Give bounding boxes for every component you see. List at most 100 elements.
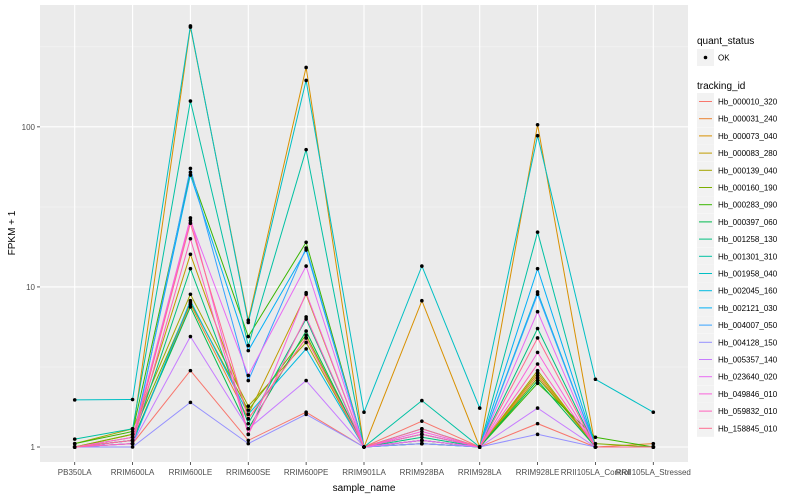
data-point-Hb_000283_090 bbox=[304, 240, 308, 245]
data-point-Hb_001258_130 bbox=[246, 421, 251, 426]
legend-label: Hb_059832_010 bbox=[718, 407, 778, 416]
legend-label: Hb_000010_320 bbox=[718, 98, 778, 107]
data-point-Hb_000160_190 bbox=[130, 432, 135, 437]
data-point-Hb_000139_040 bbox=[188, 292, 193, 297]
data-point-Hb_001958_040 bbox=[304, 78, 308, 83]
x-tick-label: RRIM600SE bbox=[226, 468, 270, 477]
legend-label: Hb_000073_040 bbox=[718, 132, 778, 141]
data-point-Hb_004128_150 bbox=[304, 412, 308, 417]
legend-label: Hb_158845_010 bbox=[718, 424, 778, 433]
data-point-Hb_000283_090 bbox=[593, 435, 598, 440]
data-point-Hb_002045_160 bbox=[246, 412, 251, 417]
data-point-Hb_000010_320 bbox=[246, 438, 251, 443]
data-point-Hb_023640_020 bbox=[304, 264, 308, 268]
y-tick-label: 10 bbox=[26, 283, 35, 292]
data-point-Hb_000160_190 bbox=[593, 441, 598, 446]
data-point-Hb_000010_320 bbox=[535, 421, 540, 426]
legend-label: Hb_004007_050 bbox=[718, 321, 778, 330]
x-tick-label: PB350LA bbox=[58, 468, 92, 477]
data-point-Hb_001958_040 bbox=[593, 377, 598, 382]
data-point-Hb_004007_050 bbox=[535, 292, 540, 297]
data-point-Hb_001958_040 bbox=[362, 410, 366, 414]
data-point-Hb_004128_150 bbox=[535, 432, 540, 437]
data-point-Hb_004128_150 bbox=[420, 441, 424, 446]
x-tick-label: RRIM600LE bbox=[169, 468, 213, 477]
data-point-Hb_049846_010 bbox=[130, 435, 135, 440]
data-point-Hb_158845_010 bbox=[130, 438, 135, 443]
data-point-Hb_000283_090 bbox=[246, 334, 251, 339]
legend-label: Hb_000139_040 bbox=[718, 166, 778, 175]
legend-title-quant-status: quant_status bbox=[697, 36, 754, 47]
data-point-Hb_049846_010 bbox=[188, 216, 193, 220]
legend-label: Hb_001958_040 bbox=[718, 270, 778, 279]
data-point-Hb_001958_040 bbox=[130, 397, 135, 402]
legend-label: Hb_000283_090 bbox=[718, 201, 778, 210]
data-point-Hb_000083_280 bbox=[188, 252, 193, 257]
data-point-Hb_001958_040 bbox=[72, 398, 77, 402]
x-tick-label: RRIM901LA bbox=[342, 468, 386, 477]
data-point-Hb_158845_010 bbox=[420, 426, 424, 431]
data-point-Hb_023640_020 bbox=[246, 373, 251, 378]
data-point-Hb_000073_040 bbox=[535, 122, 540, 127]
data-point-Hb_059832_010 bbox=[420, 432, 424, 437]
data-point-Hb_001958_040 bbox=[477, 406, 482, 410]
data-point-Hb_002045_160 bbox=[304, 347, 308, 351]
data-point-Hb_158845_010 bbox=[72, 445, 77, 449]
data-point-Hb_001301_310 bbox=[130, 426, 135, 431]
legend-label: Hb_002121_030 bbox=[718, 304, 778, 313]
x-tick-label: RRIM600PE bbox=[284, 468, 328, 477]
data-point-Hb_059832_010 bbox=[246, 432, 251, 437]
x-tick-label: RRIM928LE bbox=[516, 468, 560, 477]
data-point-Hb_158845_010 bbox=[477, 445, 482, 449]
data-point-Hb_000397_060 bbox=[188, 305, 193, 309]
data-point-Hb_005357_140 bbox=[188, 334, 193, 339]
data-point-Hb_004128_150 bbox=[130, 445, 135, 449]
y-tick-label: 1 bbox=[31, 443, 36, 452]
data-point-Hb_000139_040 bbox=[304, 340, 308, 345]
data-point-Hb_000010_320 bbox=[188, 368, 193, 373]
data-point-Hb_002121_030 bbox=[188, 173, 193, 177]
legend-label-ok: OK bbox=[718, 54, 730, 63]
data-point-Hb_000073_040 bbox=[420, 298, 424, 303]
data-point-Hb_059832_010 bbox=[304, 315, 308, 319]
data-point-Hb_059832_010 bbox=[535, 362, 540, 366]
data-point-Hb_000160_190 bbox=[246, 408, 251, 412]
data-point-Hb_001301_310 bbox=[246, 343, 251, 348]
data-point-Hb_001301_310 bbox=[420, 398, 424, 403]
data-point-Hb_000283_090 bbox=[535, 381, 540, 386]
data-point-Hb_001958_040 bbox=[188, 24, 193, 28]
data-points bbox=[72, 24, 656, 449]
legend-label: Hb_005357_140 bbox=[718, 356, 778, 365]
legend-label: Hb_001301_310 bbox=[718, 252, 778, 261]
data-point-Hb_023640_020 bbox=[188, 218, 193, 223]
x-axis: PB350LA RRIM600LA RRIM600LE RRIM600SE RRIM60… bbox=[58, 462, 691, 477]
data-point-Hb_004007_050 bbox=[246, 378, 251, 383]
data-point-Hb_004128_150 bbox=[188, 400, 193, 405]
legend-label: Hb_004128_150 bbox=[718, 338, 778, 347]
legend-label: Hb_049846_010 bbox=[718, 390, 778, 399]
data-point-Hb_000160_190 bbox=[304, 333, 308, 337]
x-tick-label: RRIM928LA bbox=[458, 468, 502, 477]
data-point-Hb_005357_140 bbox=[304, 378, 308, 383]
y-axis: 1 10 100 bbox=[22, 123, 40, 452]
legend-point-ok bbox=[703, 55, 708, 60]
x-tick-label: RRII105LA_Control bbox=[561, 468, 631, 477]
data-point-Hb_001301_310 bbox=[72, 437, 77, 441]
data-point-Hb_001301_310 bbox=[535, 230, 540, 234]
data-point-Hb_049846_010 bbox=[535, 350, 540, 355]
legend-label: Hb_002045_160 bbox=[718, 287, 778, 296]
data-point-Hb_000010_320 bbox=[420, 419, 424, 423]
data-point-Hb_002045_160 bbox=[188, 298, 193, 303]
data-point-Hb_059832_010 bbox=[188, 236, 193, 241]
legend-label: Hb_000083_280 bbox=[718, 149, 778, 158]
data-point-Hb_000139_040 bbox=[246, 404, 251, 408]
data-point-Hb_158845_010 bbox=[246, 417, 251, 421]
x-tick-label: RRIM928BA bbox=[400, 468, 445, 477]
data-point-Hb_001958_040 bbox=[246, 320, 251, 325]
data-point-Hb_023640_020 bbox=[420, 438, 424, 443]
y-tick-label: 100 bbox=[22, 123, 36, 132]
data-point-Hb_000139_040 bbox=[535, 368, 540, 373]
data-point-Hb_000283_090 bbox=[72, 441, 77, 446]
data-point-Hb_002121_030 bbox=[535, 266, 540, 271]
